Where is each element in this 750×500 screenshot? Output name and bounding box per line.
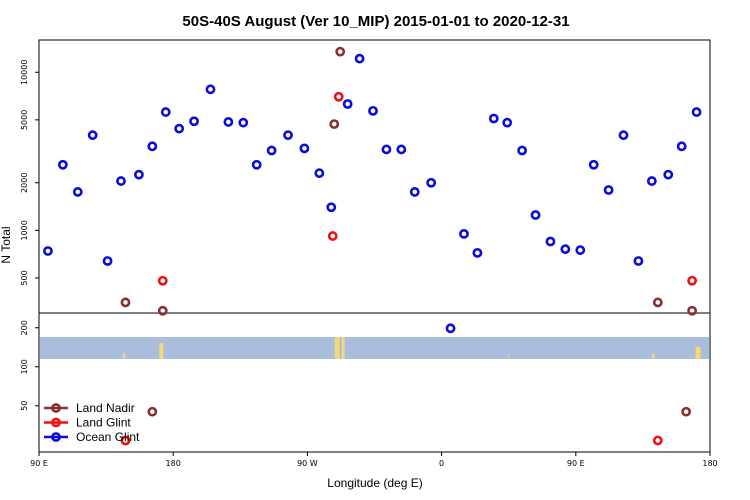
data-points [43,46,702,446]
x-tick-label: 180 [166,459,181,468]
land-mass [652,353,655,359]
ocean-glint-point [160,107,171,117]
ocean-glint-point [326,202,337,213]
ocean-glint-point [283,130,293,141]
land-glint-point [157,275,168,286]
ocean-glint-point [676,141,687,152]
ocean-glint-point [251,159,262,170]
bottom-panel-frame [38,312,711,453]
y-axis-label: N Total [0,226,13,263]
ocean-glint-point [134,169,144,180]
land-nadir-point [157,305,168,316]
ocean-glint-point [266,145,277,156]
ocean-glint-point [633,256,644,266]
x-tick-label: 90 E [30,459,48,468]
y-tick-label: 10000 [20,60,29,85]
land-glint-point [652,435,663,446]
ocean-glint-point [87,130,98,141]
land-nadir-point [687,305,698,316]
land-nadir-point [652,297,663,308]
legend-marker [51,432,61,442]
legend-entry-label: Land Glint [76,416,131,430]
legend-entry-label: Ocean Glint [76,430,140,444]
ocean-glint-point [663,169,674,180]
ocean-glint-point [588,159,599,170]
ocean-glint-point [459,228,469,239]
land-glint-point [327,231,338,241]
ocean-glint-point [381,144,392,155]
ocean-glint-point [57,159,68,170]
land-nadir-point [329,119,340,130]
ocean-glint-point [560,244,571,255]
ocean-glint-point [472,247,483,258]
x-axis: 90 E 180 90 W 0 90 E 180 [30,452,718,468]
land-nadir-point [681,406,692,417]
land-nadir-point [120,297,131,308]
ocean-glint-point [691,107,702,117]
ocean-glint-point [603,185,614,195]
ocean-glint-point [238,117,249,128]
x-axis-label: Longitude (deg E) [327,476,422,490]
ocean-glint-point [223,117,234,127]
bottom-y-axis: 50 100 200 [20,320,39,411]
ocean-glint-point [517,145,528,156]
ocean-glint-point [174,123,185,134]
legend-marker [51,403,61,413]
ocean-glint-point [530,210,541,220]
land-glint-point [120,435,131,446]
ocean-glint-point [409,187,420,197]
ocean-glint-point [314,168,325,179]
ocean-glint-point [299,143,310,154]
land-mass [341,337,345,359]
ocean-glint-point [72,187,83,197]
land-glint-point [687,275,698,286]
legend-entry-label: Land Nadir [76,401,135,415]
ocean-glint-point [147,141,158,152]
ocean-glint-point [618,130,629,141]
land-mass [695,347,701,359]
ocean-glint-point [488,113,499,124]
legend-marker [51,417,61,428]
chart-title: 50S-40S August (Ver 10_MIP) 2015-01-01 t… [182,13,569,30]
ocean-glint-point [116,176,126,186]
y-tick-label: 2000 [20,173,29,193]
land-nadir-point [335,46,346,57]
x-tick-label: 90 E [567,459,585,468]
y-tick-label: 200 [20,320,29,335]
ocean-band [40,337,709,359]
top-panel-frame [38,39,711,314]
ocean-glint-point [102,256,113,266]
ocean-glint-point [646,176,657,186]
y-tick-label: 50 [20,401,29,411]
ocean-glint-point [43,246,53,256]
ocean-glint-point [354,53,365,64]
y-tick-label: 5000 [20,110,29,130]
land-ocean-strip [40,337,709,359]
land-mass [508,355,510,359]
ocean-glint-point [368,105,378,116]
land-mass [334,337,340,359]
ocean-glint-point [445,323,456,334]
x-tick-label: 180 [702,459,717,468]
ocean-glint-point [396,144,407,155]
y-tick-label: 1000 [20,220,29,240]
land-glint-point [333,91,344,102]
y-tick-label: 100 [20,359,29,374]
ocean-glint-point [205,84,216,95]
x-tick-label: 0 [439,459,444,468]
ocean-glint-point [342,99,353,109]
land-mass [159,343,164,359]
ocean-glint-point [189,116,199,127]
land-mass [122,353,125,359]
ocean-glint-point [502,117,513,128]
ocean-glint-point [545,236,556,247]
x-tick-label: 90 W [297,459,318,468]
top-y-axis: 500 1000 2000 5000 10000 [20,60,39,286]
ocean-glint-point [575,245,586,255]
y-tick-label: 500 [20,270,29,285]
land-nadir-point [147,406,158,417]
ocean-glint-point [426,177,437,188]
